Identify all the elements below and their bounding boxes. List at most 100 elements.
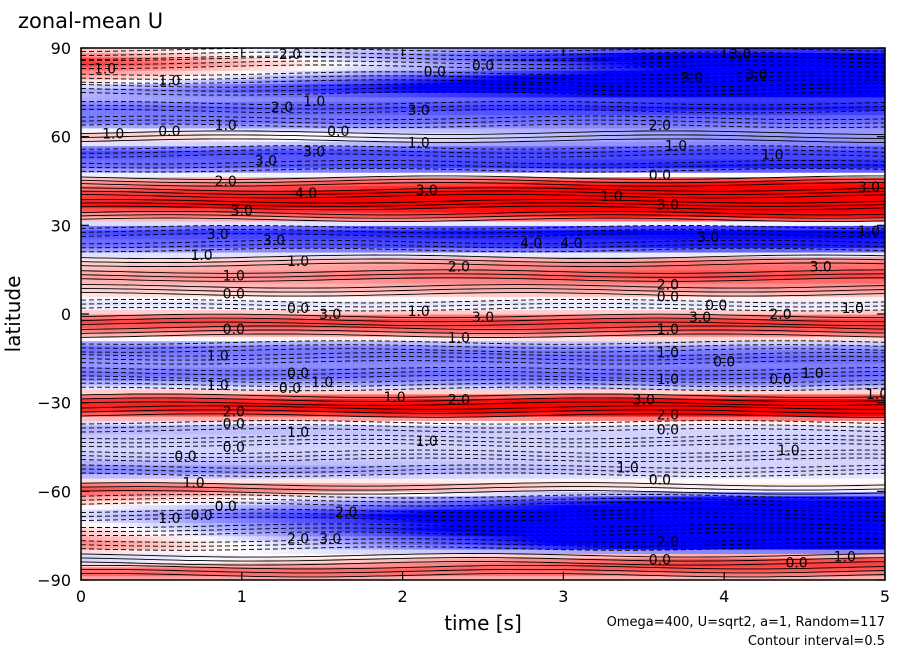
heatmap-cell <box>627 575 637 580</box>
heatmap-cell <box>145 460 154 466</box>
heatmap-cell <box>394 522 404 528</box>
heatmap-cell <box>466 513 476 519</box>
heatmap-cell <box>844 376 854 382</box>
heatmap-cell <box>265 557 275 563</box>
heatmap-cell <box>507 358 516 364</box>
heatmap-cell <box>611 451 621 457</box>
heatmap-cell <box>386 486 396 492</box>
heatmap-cell <box>812 500 822 506</box>
heatmap-cell <box>402 389 412 395</box>
heatmap-cell <box>499 424 508 430</box>
heatmap-cell <box>426 531 436 537</box>
heatmap-cell <box>748 500 757 506</box>
heatmap-cell <box>692 566 701 572</box>
heatmap-cell <box>547 447 556 453</box>
heatmap-cell <box>97 389 106 395</box>
heatmap-cell <box>788 473 798 479</box>
heatmap-cell <box>772 531 782 537</box>
heatmap-cell <box>603 393 613 399</box>
heatmap-cell <box>298 424 307 430</box>
heatmap-cell <box>466 522 476 528</box>
heatmap-cell <box>89 544 98 550</box>
heatmap-cell <box>619 415 629 421</box>
heatmap-cell <box>306 575 315 580</box>
heatmap-cell <box>306 420 315 426</box>
heatmap-cell <box>314 460 323 466</box>
heatmap-cell <box>836 411 846 417</box>
heatmap-cell <box>386 380 396 386</box>
heatmap-cell <box>201 526 211 532</box>
heatmap-cell <box>684 442 693 448</box>
heatmap-cell <box>780 513 790 519</box>
heatmap-cell <box>724 389 733 395</box>
heatmap-cell <box>257 420 267 426</box>
heatmap-cell <box>97 535 106 541</box>
heatmap-cell <box>233 376 243 382</box>
heatmap-cell <box>659 478 669 484</box>
heatmap-cell <box>603 535 613 541</box>
heatmap-cell <box>298 513 307 519</box>
heatmap-cell <box>483 393 492 399</box>
heatmap-cell <box>788 371 798 377</box>
heatmap-cell <box>354 438 363 444</box>
heatmap-cell <box>330 540 339 546</box>
heatmap-cell <box>386 411 396 417</box>
heatmap-cell <box>338 535 347 541</box>
heatmap-cell <box>153 389 162 395</box>
heatmap-cell <box>635 509 645 515</box>
heatmap-cell <box>338 371 347 377</box>
heatmap-cell <box>579 442 589 448</box>
heatmap-cell <box>466 509 476 515</box>
heatmap-cell <box>844 384 854 390</box>
heatmap-cell <box>346 420 355 426</box>
heatmap-cell <box>812 376 822 382</box>
heatmap-cell <box>651 504 661 510</box>
heatmap-cell <box>290 362 299 368</box>
heatmap-cell <box>563 575 573 580</box>
heatmap-cell <box>780 362 790 368</box>
heatmap-cell <box>667 376 677 382</box>
heatmap-cell <box>362 509 372 515</box>
heatmap-cell <box>378 473 388 479</box>
heatmap-cell <box>700 509 709 515</box>
heatmap-cell <box>322 544 331 550</box>
heatmap-cell <box>265 491 275 497</box>
heatmap-cell <box>450 478 460 484</box>
heatmap-cell <box>659 540 669 546</box>
heatmap-cell <box>579 447 589 453</box>
heatmap-cell <box>539 429 548 435</box>
heatmap-cell <box>418 469 428 475</box>
heatmap-cell <box>97 398 106 404</box>
heatmap-cell <box>426 464 436 470</box>
heatmap-cell <box>233 420 243 426</box>
heatmap-cell <box>547 548 556 554</box>
heatmap-cell <box>354 376 363 382</box>
heatmap-cell <box>81 407 90 413</box>
heatmap-cell <box>876 393 885 399</box>
heatmap-cell <box>732 531 741 537</box>
heatmap-cell <box>780 504 790 510</box>
heatmap-cell <box>836 504 846 510</box>
heatmap-cell <box>209 535 219 541</box>
heatmap-cell <box>273 438 283 444</box>
heatmap-cell <box>675 447 685 453</box>
heatmap-cell <box>330 407 339 413</box>
heatmap-cell <box>474 460 484 466</box>
heatmap-cell <box>635 420 645 426</box>
heatmap-cell <box>290 389 299 395</box>
heatmap-cell <box>539 562 548 568</box>
heatmap-cell <box>322 380 331 386</box>
heatmap-cell <box>491 455 500 461</box>
heatmap-cell <box>466 517 476 523</box>
heatmap-cell <box>370 473 380 479</box>
heatmap-cell <box>474 553 484 559</box>
heatmap-cell <box>354 557 363 563</box>
heatmap-cell <box>780 522 790 528</box>
heatmap-cell <box>555 535 564 541</box>
heatmap-cell <box>579 384 589 390</box>
heatmap-cell <box>145 575 154 580</box>
heatmap-cell <box>113 376 122 382</box>
heatmap-cell <box>764 478 774 484</box>
heatmap-cell <box>418 393 428 399</box>
heatmap-cell <box>370 380 380 386</box>
